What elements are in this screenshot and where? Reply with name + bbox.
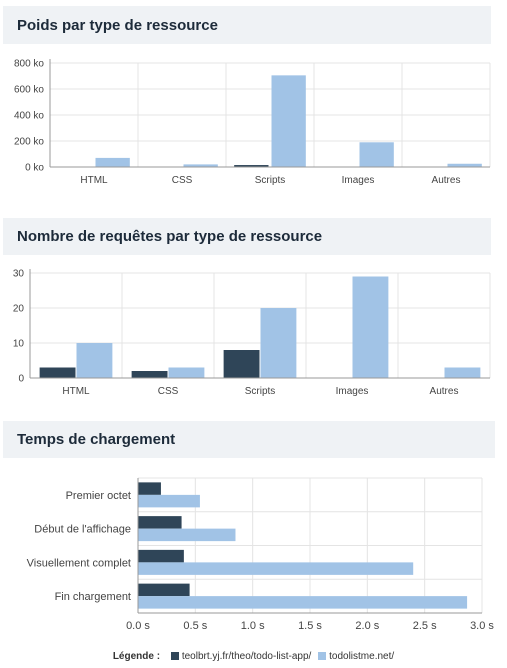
legend: Légende : teolbrt.yj.fr/theo/todo-list-a… [0,651,507,662]
weight-bar-css-series-2 [183,164,218,167]
loading-ytick-label: Début de l'affichage [34,524,131,536]
requests-bar-scripts-series-1 [223,350,260,378]
loading-bar-2-series-1 [138,516,182,529]
weight-chart-title: Poids par type de ressource [3,6,491,44]
loading-bar-4-series-2 [138,596,468,609]
legend-label-series-2: todolistme.net/ [329,651,395,662]
requests-bar-css-series-1 [131,371,168,378]
loading-xtick-label: 2.0 s [355,620,379,632]
requests-bar-scripts-series-2 [260,308,297,378]
loading-bar-4-series-1 [138,583,190,597]
requests-ytick-label: 30 [13,269,25,280]
requests-bar-images-series-2 [352,276,389,378]
requests-ytick-label: 20 [13,304,25,315]
loading-xtick-label: 0.0 s [126,620,150,632]
loading-bar-1-series-2 [138,494,200,508]
weight-bar-scripts-series-2 [271,75,306,167]
weight-ytick-label: 400 ko [14,111,44,122]
weight-ytick-label: 0 ko [25,163,44,174]
requests-bar-autres-series-2 [444,367,481,378]
loading-ytick-label: Visuellement complet [27,557,131,569]
loading-xtick-label: 0.5 s [183,620,207,632]
weight-bar-autres-series-2 [447,163,482,167]
weight-ytick-label: 800 ko [14,59,44,70]
requests-xtick-label: CSS [158,386,179,397]
loading-time-chart-title: Temps de chargement [3,421,495,458]
requests-chart-title: Nombre de requêtes par type de ressource [3,218,491,255]
weight-xtick-label: CSS [172,175,193,186]
loading-xtick-label: 2.5 s [413,620,437,632]
loading-bar-3-series-1 [138,549,184,563]
weight-bar-html-series-2 [95,157,130,167]
legend-title: Légende : [112,651,161,662]
weight-bar-images-series-2 [359,142,394,167]
requests-xtick-label: HTML [62,386,90,397]
weight-xtick-label: HTML [80,175,108,186]
loading-xtick-label: 1.0 s [241,620,265,632]
weight-ytick-label: 200 ko [14,137,44,148]
requests-xtick-label: Scripts [245,386,276,397]
loading-ytick-label: Premier octet [66,490,131,502]
weight-xtick-label: Scripts [255,175,286,186]
weight-bar-scripts-series-1 [234,165,269,167]
legend-swatch-series-1 [170,652,179,660]
legend-label-series-1: teolbrt.yj.fr/theo/todo-list-app/ [181,651,312,662]
loading-xtick-label: 3.0 s [470,620,494,632]
weight-xtick-label: Images [342,175,375,186]
requests-xtick-label: Autres [430,386,459,397]
weight-xtick-label: Autres [432,175,461,186]
legend-swatch-series-2 [318,652,327,660]
requests-xtick-label: Images [336,386,369,397]
requests-ytick-label: 0 [18,374,24,385]
loading-xtick-label: 1.5 s [298,620,322,632]
loading-bar-3-series-2 [138,562,414,575]
requests-ytick-label: 10 [13,339,25,350]
requests-bar-css-series-2 [168,367,205,378]
loading-bar-1-series-1 [138,482,161,495]
loading-bar-2-series-2 [138,528,236,542]
requests-bar-html-series-1 [39,367,76,378]
weight-ytick-label: 600 ko [14,85,44,96]
requests-bar-html-series-2 [76,343,113,378]
loading-ytick-label: Fin chargement [55,591,131,603]
